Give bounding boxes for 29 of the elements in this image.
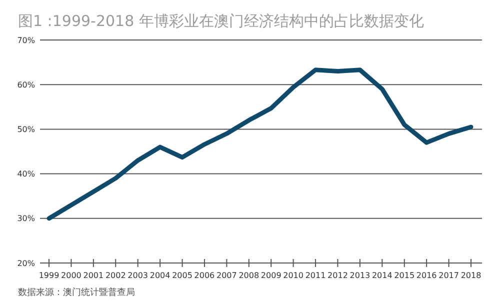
chart-title: 图1 :1999-2018 年博彩业在澳门经济结构中的占比数据变化	[18, 12, 424, 30]
x-tick-label: 2016	[416, 271, 437, 280]
x-tick-label: 2009	[260, 271, 282, 280]
x-tick-label: 2011	[305, 271, 326, 280]
y-tick-label: 20%	[17, 258, 36, 268]
x-tick-label: 2015	[394, 271, 415, 280]
y-tick-label: 50%	[17, 125, 36, 134]
x-tick-label: 2005	[172, 271, 192, 280]
x-tick-label: 2001	[83, 271, 104, 280]
x-tick-label: 1999	[38, 271, 60, 280]
x-tick-label: 2002	[105, 271, 126, 280]
x-tick-label: 2003	[128, 271, 148, 280]
x-tick-label: 2004	[150, 271, 170, 280]
y-tick-label: 30%	[17, 214, 36, 224]
x-tick-label: 2006	[194, 271, 215, 280]
source-note: 数据来源：澳门统计暨普查局	[18, 287, 135, 298]
x-tick-label: 2010	[283, 271, 304, 280]
x-tick-label: 2013	[350, 271, 370, 280]
x-tick-label: 2018	[460, 271, 482, 280]
x-tick-label: 2008	[238, 271, 260, 280]
x-tick-label: 2012	[328, 271, 348, 280]
y-tick-label: 70%	[17, 36, 36, 45]
y-tick-label: 40%	[17, 170, 36, 179]
x-tick-label: 2017	[438, 271, 459, 280]
x-tick-label: 2000	[61, 271, 82, 280]
x-tick-label: 2007	[216, 271, 237, 280]
x-tick-label: 2014	[372, 271, 392, 280]
y-tick-label: 60%	[17, 80, 36, 90]
line-series	[46, 68, 474, 221]
